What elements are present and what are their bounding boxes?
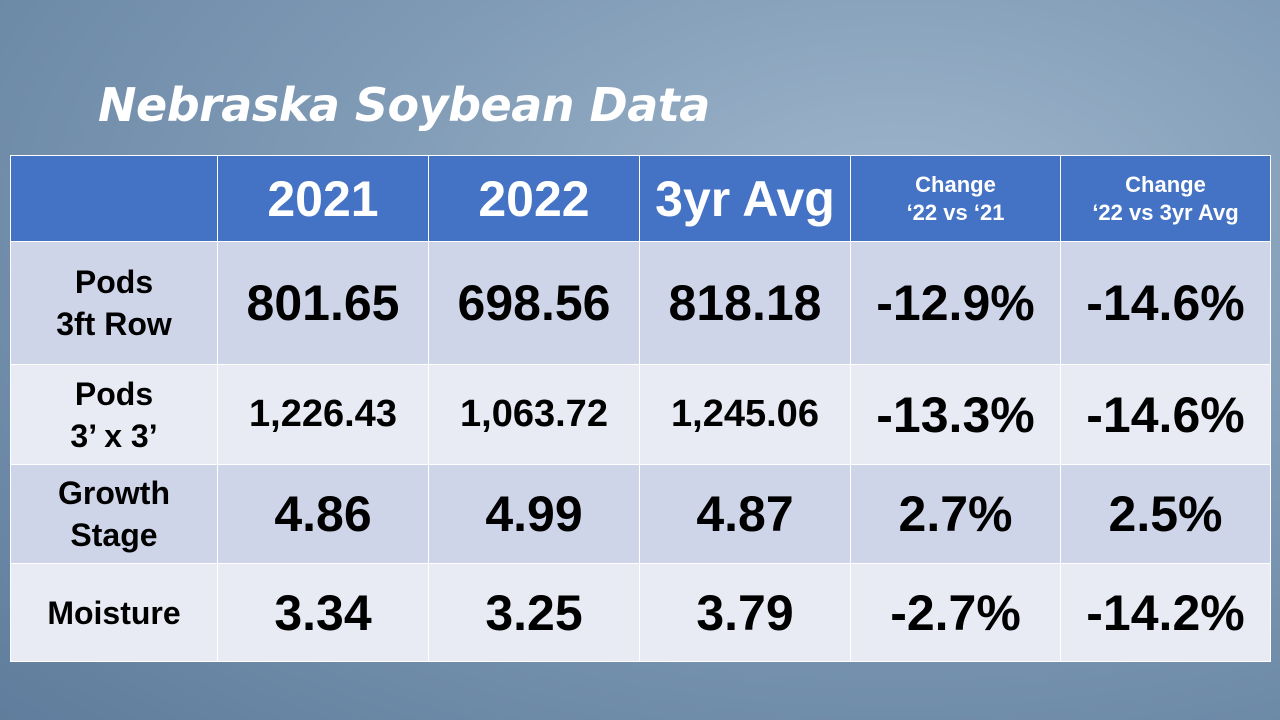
header-cell: Change ‘22 vs ‘21 (850, 155, 1061, 242)
row-label: Pods 3’ x 3’ (10, 364, 218, 465)
data-table: 2021 2022 3yr Avg Change ‘22 vs ‘21 Change ‘22… (10, 155, 1271, 662)
header-row: 2021 2022 3yr Avg Change ‘22 vs ‘21 Change ‘22… (10, 155, 1271, 242)
value-cell: 3.34 (217, 563, 429, 662)
header-cell: 2021 (217, 155, 429, 242)
table-row: Pods 3ft Row 801.65 698.56 818.18 -12.9% -14.6… (10, 241, 1271, 365)
title: Nebraska Soybean Data (98, 78, 710, 132)
cell-text: 818.18 (668, 275, 822, 331)
value-cell: 3.79 (639, 563, 851, 662)
cell-text: 2.7% (898, 486, 1013, 542)
cell-text: 3.79 (696, 584, 794, 641)
cell-text: -2.7% (890, 584, 1021, 641)
cell-text: 3.34 (274, 584, 372, 641)
header-cell: Change ‘22 vs 3yr Avg (1060, 155, 1271, 242)
cell-text: 3.25 (485, 584, 583, 641)
cell-text: 4.99 (485, 486, 583, 542)
header-text: 2022 (478, 170, 590, 227)
cell-text: 1,063.72 (460, 393, 608, 435)
header-text: 3yr Avg (655, 170, 835, 227)
row-label-text: 3ft Row (56, 306, 172, 342)
header-text: Change (915, 171, 996, 197)
value-cell: 1,245.06 (639, 364, 851, 465)
value-cell: -2.7% (850, 563, 1061, 662)
cell-text: 2.5% (1108, 486, 1223, 542)
cell-text: 4.86 (274, 486, 372, 542)
cell-text: 1,245.06 (671, 393, 819, 435)
row-label-text: 3’ x 3’ (70, 417, 158, 454)
value-cell: 2.5% (1060, 464, 1271, 564)
value-cell: 4.87 (639, 464, 851, 564)
value-cell: 1,063.72 (428, 364, 640, 465)
header-text: ‘22 vs 3yr Avg (1092, 199, 1239, 225)
header-cell: 3yr Avg (639, 155, 851, 242)
row-label-text: Pods (74, 375, 154, 412)
value-cell: 4.99 (428, 464, 640, 564)
value-cell: -12.9% (850, 241, 1061, 365)
value-cell: -14.6% (1060, 364, 1271, 465)
row-label-text: Growth (58, 475, 170, 511)
corner-cell (10, 155, 218, 242)
value-cell: 3.25 (428, 563, 640, 662)
cell-text: -14.6% (1086, 275, 1245, 331)
row-label: Moisture (10, 563, 218, 662)
cell-text: -14.2% (1086, 584, 1245, 641)
table-row: Growth Stage 4.86 4.99 4.87 2.7% 2.5% (10, 464, 1271, 564)
header-text: ‘22 vs ‘21 (906, 199, 1005, 225)
value-cell: 818.18 (639, 241, 851, 365)
cell-text: -13.3% (876, 386, 1035, 443)
value-cell: 1,226.43 (217, 364, 429, 465)
value-cell: 801.65 (217, 241, 429, 365)
row-label: Pods 3ft Row (10, 241, 218, 365)
cell-text: -12.9% (876, 275, 1035, 331)
table-row: Moisture 3.34 3.25 3.79 -2.7% -14.2% (10, 563, 1271, 662)
header-text: 2021 (267, 170, 379, 227)
value-cell: 698.56 (428, 241, 640, 365)
row-label: Growth Stage (10, 464, 218, 564)
table-row: Pods 3’ x 3’ 1,226.43 1,063.72 1,245.06 -13.3… (10, 364, 1271, 465)
cell-text: -14.6% (1086, 386, 1245, 443)
value-cell: -14.6% (1060, 241, 1271, 365)
value-cell: -13.3% (850, 364, 1061, 465)
cell-text: 698.56 (457, 275, 611, 331)
value-cell: 2.7% (850, 464, 1061, 564)
cell-text: 801.65 (246, 275, 400, 331)
header-cell: 2022 (428, 155, 640, 242)
value-cell: -14.2% (1060, 563, 1271, 662)
table-body: Pods 3ft Row 801.65 698.56 818.18 -12.9% -14.6… (10, 241, 1271, 662)
header-text: Change (1125, 171, 1206, 197)
row-label-text: Stage (70, 517, 158, 553)
cell-text: 1,226.43 (249, 393, 397, 435)
value-cell: 4.86 (217, 464, 429, 564)
row-label-text: Pods (74, 264, 154, 300)
cell-text: 4.87 (696, 486, 794, 542)
row-label-text: Moisture (47, 594, 181, 631)
